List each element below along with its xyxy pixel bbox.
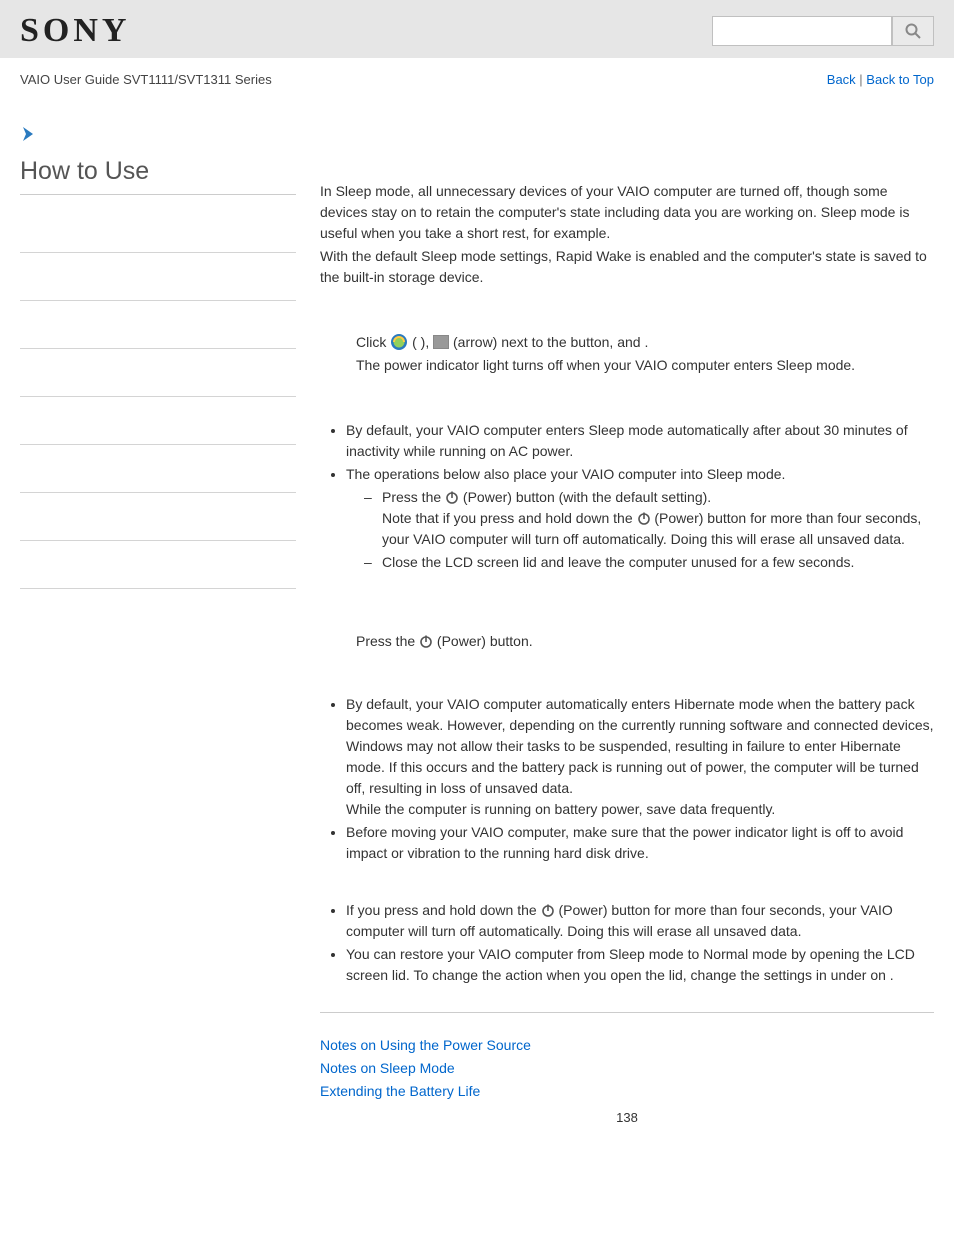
related-link[interactable]: Notes on Sleep Mode	[320, 1058, 934, 1079]
list-item-text: The operations below also place your VAI…	[346, 466, 785, 482]
power-icon	[419, 633, 433, 647]
page-title: How to Use	[20, 153, 296, 195]
bullet-list-2: By default, your VAIO computer automatic…	[320, 694, 934, 864]
search-wrap	[712, 16, 934, 46]
press-power-a: Press the	[356, 633, 419, 649]
intro-text-2: With the default Sleep mode settings, Ra…	[320, 246, 934, 288]
press-power-b: (Power) button.	[437, 633, 533, 649]
sub-bar: VAIO User Guide SVT1111/SVT1311 Series B…	[0, 58, 954, 97]
list-item: You can restore your VAIO computer from …	[346, 944, 934, 986]
main-content: In Sleep mode, all unnecessary devices o…	[320, 153, 934, 1128]
list-item: The operations below also place your VAI…	[346, 464, 934, 573]
list-item: Before moving your VAIO computer, make s…	[346, 822, 934, 864]
list-item: By default, your VAIO computer automatic…	[346, 694, 934, 820]
sidebar-item[interactable]	[20, 493, 296, 541]
step-block: Click ( ), (arrow) next to the button, a…	[320, 332, 934, 376]
dash-list: Press the (Power) button (with the defau…	[346, 487, 934, 573]
sidebar-item[interactable]	[20, 205, 296, 253]
back-link[interactable]: Back	[827, 72, 856, 87]
start-orb-icon	[390, 333, 408, 351]
magnifier-icon	[904, 22, 922, 40]
dash-text-a2: (Power) button (with the default setting…	[463, 489, 711, 505]
dash-text-a: Press the	[382, 489, 445, 505]
sidebar: How to Use	[20, 153, 320, 1128]
press-power-line: Press the (Power) button.	[320, 631, 934, 652]
top-bar: SONY	[0, 0, 954, 58]
sidebar-item[interactable]	[20, 445, 296, 493]
arrow-box-icon	[433, 335, 449, 349]
step-click-3: (arrow) next to the button, and .	[453, 334, 648, 350]
list-item: By default, your VAIO computer enters Sl…	[346, 420, 934, 462]
nav-links: Back | Back to Top	[827, 72, 934, 87]
dash-item: Close the LCD screen lid and leave the c…	[364, 552, 934, 573]
sidebar-item[interactable]	[20, 301, 296, 349]
back-to-top-link[interactable]: Back to Top	[866, 72, 934, 87]
dash-item: Press the (Power) button (with the defau…	[364, 487, 934, 550]
search-button[interactable]	[892, 16, 934, 46]
step-click-line: Click ( ), (arrow) next to the button, a…	[356, 332, 934, 353]
step-click-2: ( ),	[412, 334, 433, 350]
sony-logo: SONY	[20, 12, 130, 50]
chevron-right-icon	[20, 125, 38, 143]
related-link[interactable]: Notes on Using the Power Source	[320, 1035, 934, 1056]
chevron-row	[0, 97, 954, 153]
separator: |	[856, 72, 867, 87]
power-icon	[637, 510, 651, 524]
intro-text-1: In Sleep mode, all unnecessary devices o…	[320, 181, 934, 244]
step-click-1: Click	[356, 334, 390, 350]
sidebar-item[interactable]	[20, 397, 296, 445]
sidebar-item[interactable]	[20, 253, 296, 301]
page-number: 138	[320, 1108, 934, 1128]
related-link[interactable]: Extending the Battery Life	[320, 1081, 934, 1102]
breadcrumb: VAIO User Guide SVT1111/SVT1311 Series	[20, 72, 272, 87]
step-result: The power indicator light turns off when…	[356, 355, 934, 376]
list-item: If you press and hold down the (Power) b…	[346, 900, 934, 942]
section-divider	[320, 1012, 934, 1013]
columns: How to Use In Sleep mode, all unnecessar…	[0, 153, 954, 1128]
search-input[interactable]	[712, 16, 892, 46]
bullet-list-1: By default, your VAIO computer enters Sl…	[320, 420, 934, 573]
bullet-list-3: If you press and hold down the (Power) b…	[320, 900, 934, 986]
dash-note-a: Note that if you press and hold down the	[382, 510, 637, 526]
power-icon	[541, 902, 555, 916]
b3-a: If you press and hold down the	[346, 902, 541, 918]
sidebar-item[interactable]	[20, 541, 296, 589]
sidebar-item[interactable]	[20, 349, 296, 397]
related-topics: Notes on Using the Power Source Notes on…	[320, 1035, 934, 1102]
power-icon	[445, 489, 459, 503]
